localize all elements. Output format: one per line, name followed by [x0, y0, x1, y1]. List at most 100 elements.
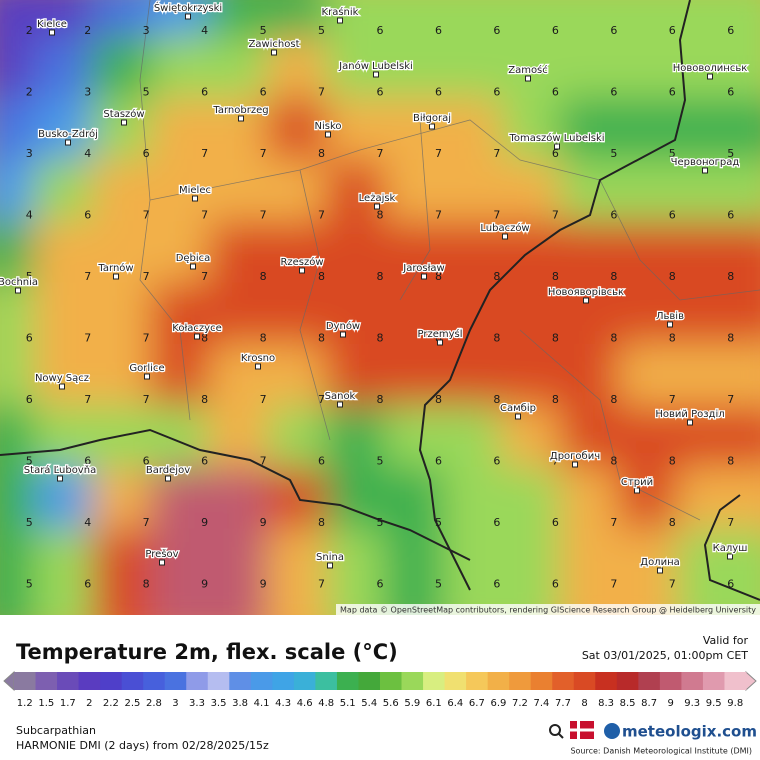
title: Temperature 2m, flex. scale (°C) — [16, 640, 398, 664]
temperature-digit: 8 — [377, 270, 384, 283]
temperature-digit: 8 — [493, 393, 500, 406]
temperature-digit: 6 — [493, 577, 500, 590]
legend-swatch — [444, 672, 467, 690]
city-marker — [373, 71, 379, 78]
temperature-digit: 6 — [84, 454, 91, 467]
temperature-digit: 8 — [727, 454, 734, 467]
source: Source: Danish Meteorological Institute … — [570, 747, 752, 756]
legend-swatch — [100, 672, 123, 690]
city-marker — [437, 339, 443, 346]
city-label: Червоноград — [671, 157, 740, 168]
temperature-digit: 6 — [610, 85, 617, 98]
city-label: Mielec — [179, 185, 211, 196]
city-marker — [121, 119, 127, 126]
city-label: Snina — [316, 552, 344, 563]
legend-tick-label: 3.8 — [232, 698, 248, 709]
city-marker — [165, 475, 171, 482]
city-label: Bardejov — [146, 465, 190, 476]
temperature-digit: 8 — [552, 270, 559, 283]
city-label: Kraśnik — [322, 6, 359, 18]
temperature-digit: 4 — [201, 24, 208, 37]
temperature-cell — [676, 528, 760, 615]
city-label: Dębica — [176, 253, 211, 264]
temperature-digit: 8 — [260, 270, 267, 283]
temperature-digit: 7 — [84, 393, 91, 406]
city-label: Новий Розділ — [655, 408, 724, 420]
legend-swatch — [78, 672, 101, 690]
city-marker — [299, 267, 305, 274]
temperature-digit: 8 — [669, 516, 676, 529]
temperature-digit: 7 — [669, 393, 676, 406]
temperature-digit: 7 — [435, 147, 442, 160]
city-labels: Kielce Świętokrzyski Kraśnik Zawichost Janów… — [0, 0, 749, 574]
temperature-digit: 7 — [435, 208, 442, 221]
city-marker — [15, 287, 21, 294]
legend-swatch — [336, 672, 359, 690]
legend-tick-label: 7.2 — [512, 698, 528, 709]
city-label: Kołaczyce — [172, 323, 221, 334]
temperature-digit: 8 — [669, 270, 676, 283]
city-marker — [727, 553, 733, 560]
city-marker — [421, 273, 427, 280]
temperature-digit: 8 — [318, 147, 325, 160]
temperature-digit: 6 — [26, 393, 33, 406]
city-label: Nowy Sącz — [35, 373, 89, 384]
temperature-digit: 7 — [84, 270, 91, 283]
city-marker — [572, 461, 578, 468]
temperature-digit: 4 — [26, 208, 33, 221]
legend-tick-label: 4.1 — [254, 698, 270, 709]
legend-tick-label: 1.2 — [17, 698, 33, 709]
city-marker — [340, 331, 346, 338]
temperature-digit: 7 — [201, 147, 208, 160]
city-marker — [271, 49, 277, 56]
attribution: Map data © OpenStreetMap contributors, r… — [340, 606, 756, 615]
city-marker — [374, 203, 380, 210]
city-label: Stará Ľubovňa — [24, 464, 96, 476]
temperature-digit: 6 — [610, 24, 617, 37]
temperature-digit: 6 — [727, 208, 734, 221]
temperature-digit: 8 — [377, 331, 384, 344]
temperature-digit: 6 — [493, 24, 500, 37]
temperature-digit: 5 — [26, 577, 33, 590]
temperature-digit: 6 — [435, 24, 442, 37]
temperature-digit: 6 — [493, 516, 500, 529]
country-borders — [0, 0, 760, 601]
legend-swatch — [466, 672, 489, 690]
map: 2 2 3 4 5 5 6 6 6 6 6 6 6 2 3 5 6 6 7 6 6 6 6 6 6 6 3 4 6 7 7 8 7 7 7 6 5 5 5 4… — [0, 0, 760, 615]
city-label: Świętokrzyski — [154, 1, 222, 14]
temperature-digit: 6 — [201, 454, 208, 467]
temperature-digit: 8 — [669, 454, 676, 467]
temperature-digit: 8 — [493, 270, 500, 283]
city-label: Zamość — [508, 64, 548, 76]
admin-borders — [139, 0, 760, 521]
city-label: Tarnobrzeg — [212, 105, 268, 116]
city-marker — [554, 143, 560, 150]
city-marker — [57, 475, 63, 482]
city-label: Gorlice — [129, 363, 164, 374]
temperature-digit: 7 — [84, 331, 91, 344]
temperature-digit: 4 — [84, 147, 91, 160]
temperature-digit: 8 — [435, 270, 442, 283]
temperature-digit: 7 — [318, 577, 325, 590]
city-label: Нововолинськ — [673, 63, 748, 74]
legend-tick-label: 5.4 — [361, 698, 377, 709]
temperature-digit: 7 — [260, 393, 267, 406]
legend-tick-label: 5.1 — [340, 698, 356, 709]
city-marker — [702, 167, 708, 174]
legend-swatch — [638, 672, 661, 690]
legend-swatch — [207, 672, 230, 690]
legend-swatch — [143, 672, 166, 690]
temperature-digit: 6 — [377, 24, 384, 37]
region: Subcarpathian — [16, 724, 96, 737]
legend-tick-label: 7.7 — [555, 698, 571, 709]
zoom-icon[interactable] — [549, 724, 561, 736]
temperature-digit: 6 — [727, 577, 734, 590]
legend-swatch — [57, 672, 80, 690]
temperature-digit: 7 — [318, 208, 325, 221]
temperature-digit: 6 — [552, 577, 559, 590]
temperature-field — [0, 0, 760, 615]
brand[interactable]: meteologix.com — [622, 723, 757, 741]
city-label: Przemyśl — [417, 328, 462, 340]
legend-tick-label: 4.3 — [275, 698, 291, 709]
city-marker — [583, 297, 589, 304]
